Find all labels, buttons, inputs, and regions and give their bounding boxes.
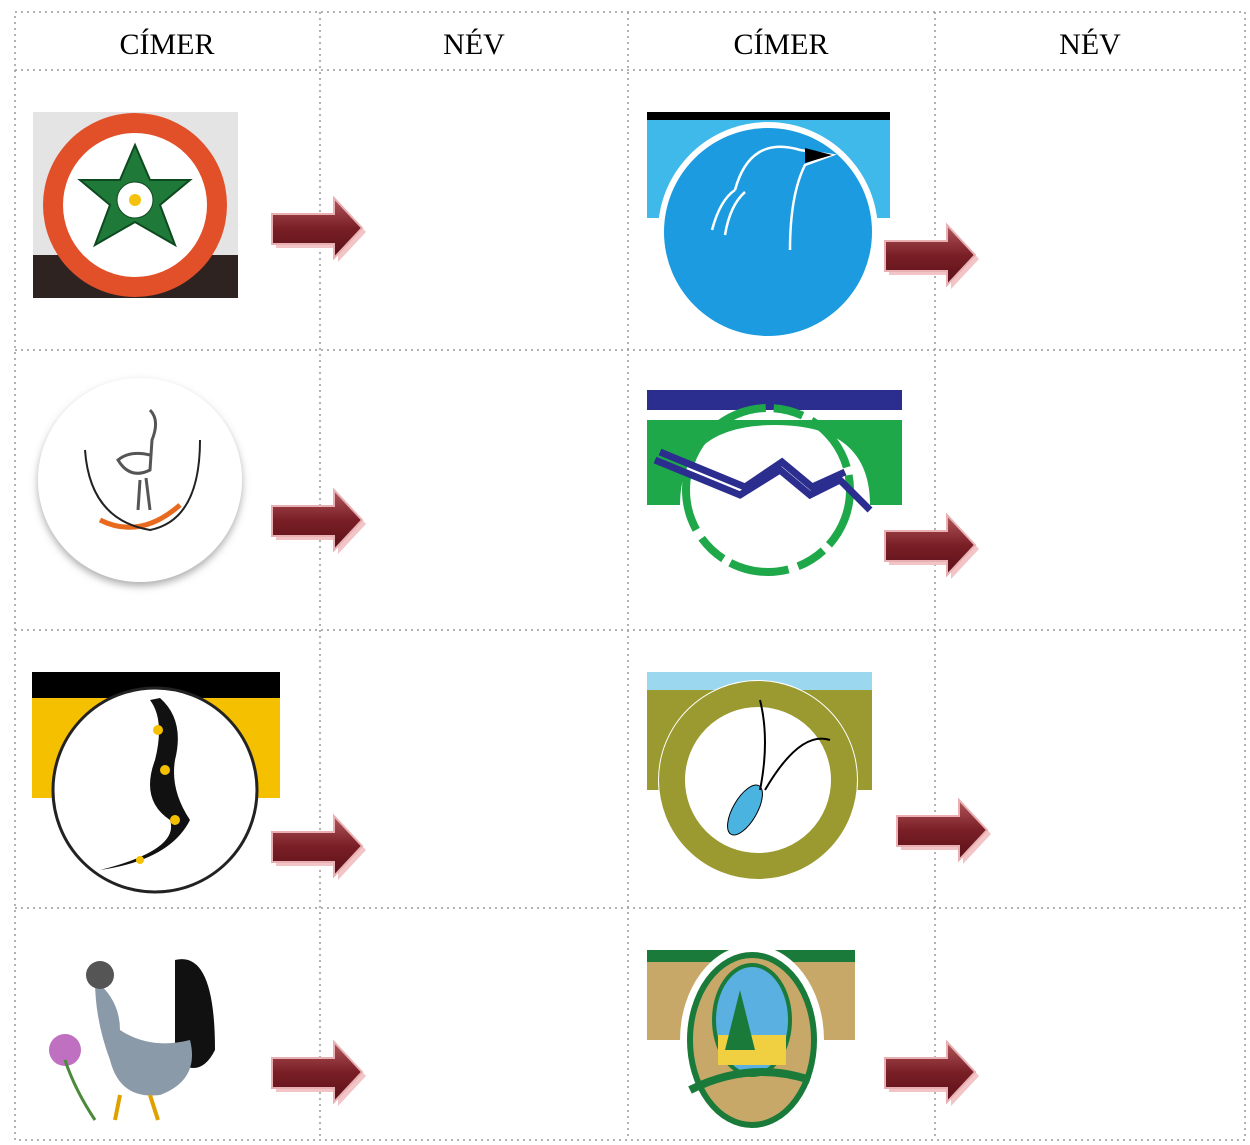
emblem xyxy=(33,112,238,298)
emblem xyxy=(647,390,902,576)
header-cell: CÍMER xyxy=(119,28,214,61)
arrow xyxy=(271,197,367,263)
arrow xyxy=(884,514,980,580)
emblem xyxy=(32,672,280,894)
emblem xyxy=(647,672,872,880)
emblem xyxy=(49,959,215,1121)
table-grid xyxy=(14,11,1246,1141)
emblem xyxy=(647,112,890,342)
emblem xyxy=(647,945,855,1135)
arrow xyxy=(271,489,367,555)
arrow xyxy=(884,1041,980,1107)
header-cell: NÉV xyxy=(443,28,505,61)
arrow xyxy=(896,799,992,865)
header-cell: NÉV xyxy=(1059,28,1121,61)
table-border xyxy=(14,11,1246,1141)
arrow xyxy=(884,224,980,290)
arrow xyxy=(271,815,367,881)
arrow xyxy=(271,1041,367,1107)
emblem xyxy=(38,378,242,582)
header-cell: CÍMER xyxy=(733,28,828,61)
